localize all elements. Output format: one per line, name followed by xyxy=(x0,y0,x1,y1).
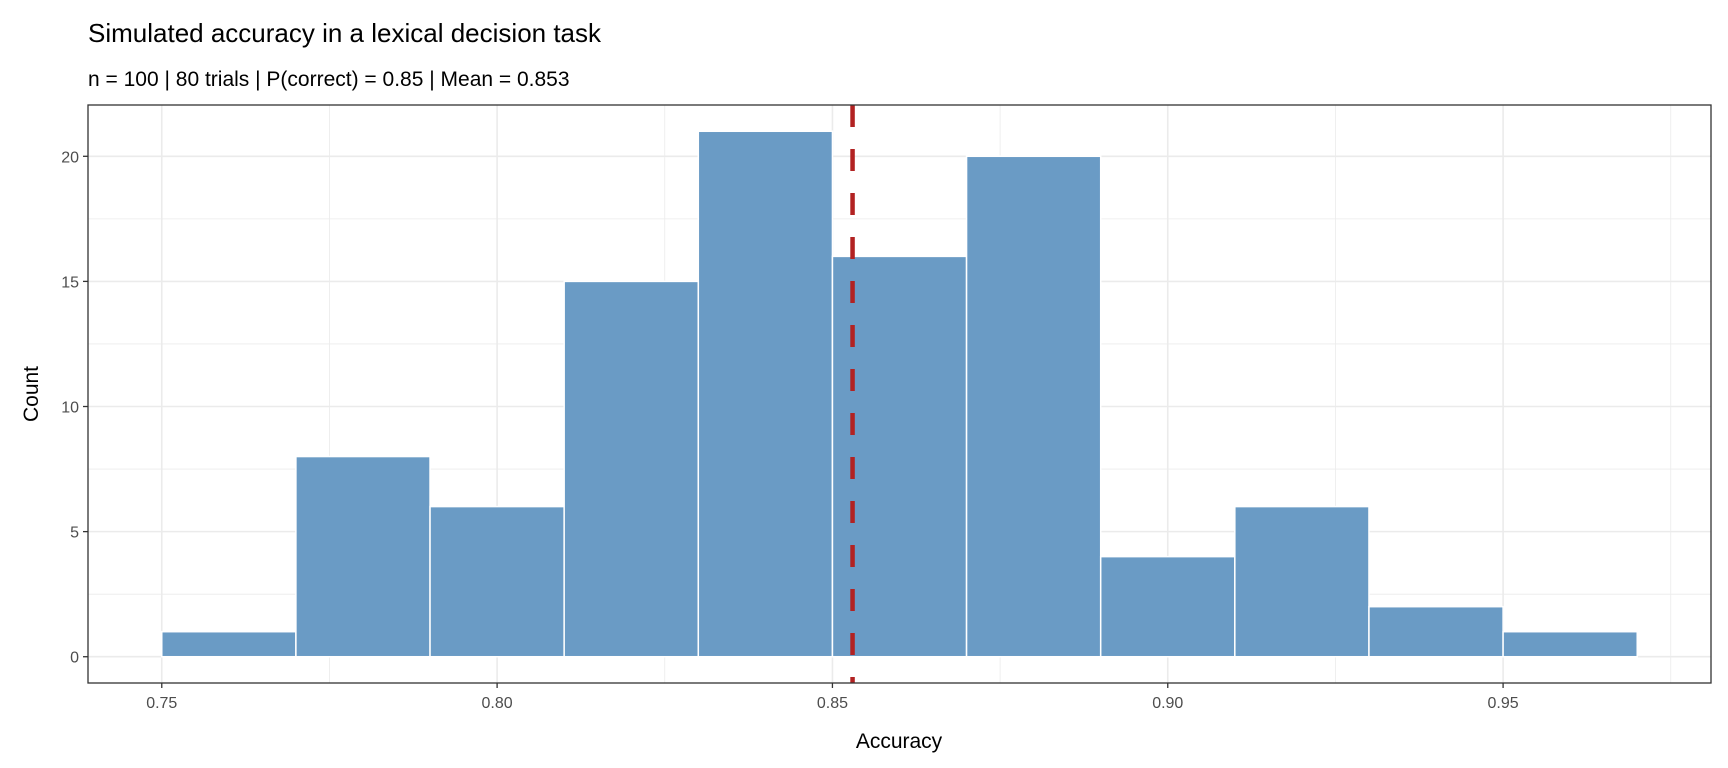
x-tick-label: 0.80 xyxy=(482,695,513,712)
y-tick-label: 5 xyxy=(70,525,79,542)
histogram-bar xyxy=(1234,505,1370,658)
histogram-bar xyxy=(295,455,431,658)
histogram-bar xyxy=(161,630,297,658)
y-tick-label: 0 xyxy=(70,650,79,667)
histogram-bar xyxy=(1368,605,1504,658)
bars xyxy=(161,130,1638,658)
y-tick-label: 20 xyxy=(61,149,79,166)
histogram-bar xyxy=(429,505,565,658)
histogram-bar xyxy=(697,130,834,658)
y-tick-label: 15 xyxy=(61,274,79,291)
histogram-bar xyxy=(563,280,700,658)
y-axis: 0 5 10 15 20 xyxy=(61,149,88,667)
x-tick-label: 0.90 xyxy=(1152,695,1183,712)
x-tick-label: 0.75 xyxy=(146,695,177,712)
y-axis-label: Count xyxy=(20,366,43,422)
x-axis: 0.75 0.80 0.85 0.90 0.95 xyxy=(146,683,1519,712)
x-tick-label: 0.85 xyxy=(817,695,848,712)
histogram-bar xyxy=(1502,630,1638,658)
x-tick-label: 0.95 xyxy=(1488,695,1519,712)
panel-border xyxy=(87,104,1712,684)
x-axis-label: Accuracy xyxy=(856,730,943,753)
chart-title: Simulated accuracy in a lexical decision… xyxy=(88,18,602,48)
y-tick-label: 10 xyxy=(61,400,79,417)
histogram-bar xyxy=(1099,555,1236,658)
histogram-bar xyxy=(965,155,1102,658)
chart-subtitle: n = 100 | 80 trials | P(correct) = 0.85 … xyxy=(88,68,570,91)
